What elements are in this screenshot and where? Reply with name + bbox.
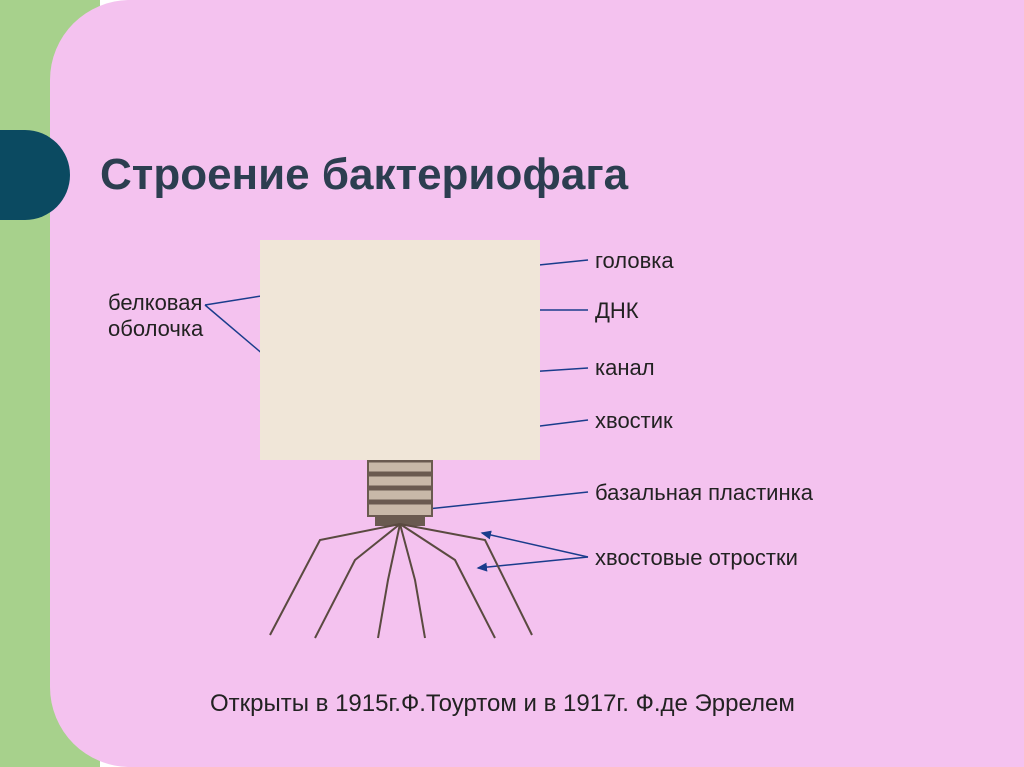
label-head: головка bbox=[595, 248, 674, 274]
illustration-bg bbox=[260, 240, 540, 460]
label-baseplate: базальная пластинка bbox=[595, 480, 813, 506]
tail-fibers bbox=[270, 524, 532, 638]
label-text: белковая bbox=[108, 290, 202, 315]
title-cap bbox=[0, 130, 70, 220]
label-tail: хвостик bbox=[595, 408, 673, 434]
label-dna: ДНК bbox=[595, 298, 639, 324]
label-text: оболочка bbox=[108, 316, 203, 341]
label-protein-coat: белковая оболочка bbox=[108, 290, 203, 342]
label-tail-fibers: хвостовые отростки bbox=[595, 545, 798, 571]
label-channel: канал bbox=[595, 355, 655, 381]
page-title: Строение бактериофага bbox=[100, 150, 628, 200]
slide: Строение бактериофага bbox=[0, 0, 1024, 767]
diagram-area: белковая оболочка головка ДНК канал хвос… bbox=[0, 230, 1024, 700]
footnote: Открыты в 1915г.Ф.Тоуртом и в 1917г. Ф.д… bbox=[210, 690, 795, 718]
bacteriophage-illustration bbox=[260, 240, 540, 640]
title-band: Строение бактериофага bbox=[0, 130, 628, 220]
